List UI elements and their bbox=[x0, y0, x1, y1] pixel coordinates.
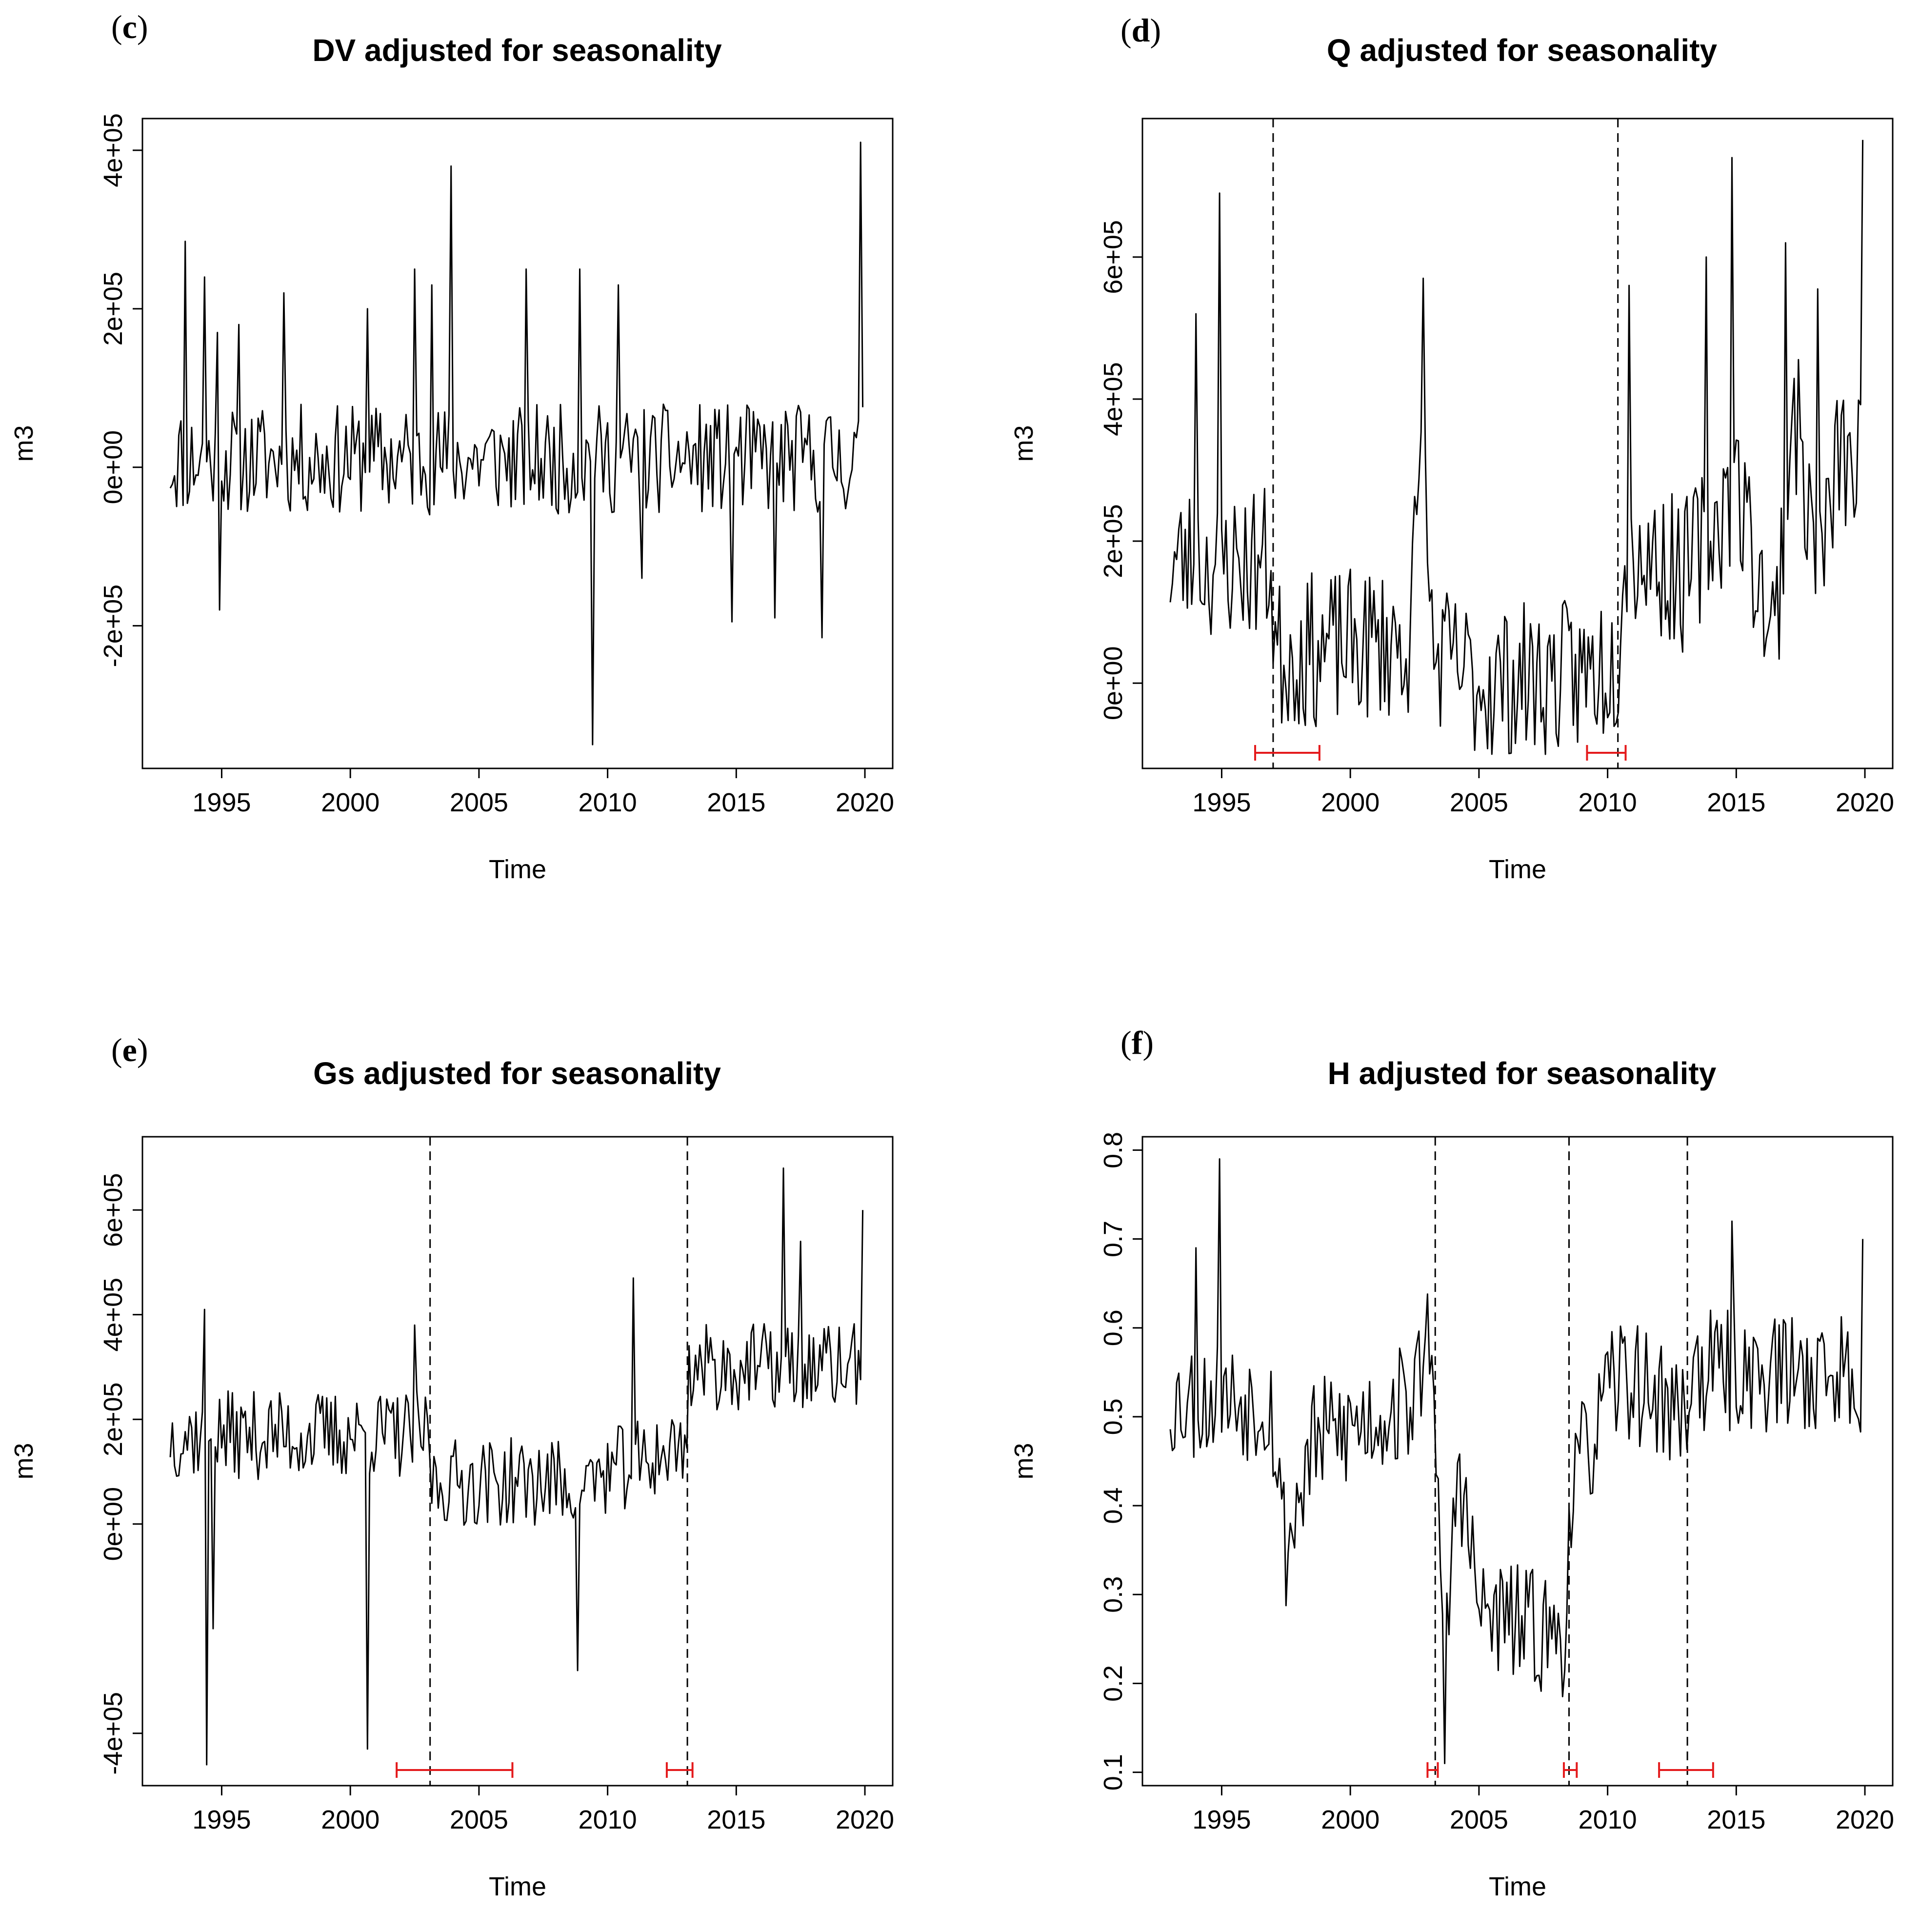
panel-e-series-line bbox=[169, 1167, 864, 1766]
panel-f-y-tick-label: 0.4 bbox=[1099, 1488, 1128, 1524]
panel-c-x-tick-label: 2020 bbox=[836, 788, 894, 817]
panel-e-x-axis: 1995 2000 2005 2010 2015 2020 bbox=[192, 1785, 894, 1834]
panel-e-y-tick-label: 0e+00 bbox=[99, 1487, 128, 1561]
panel-e-x-tick-label: 2010 bbox=[579, 1805, 637, 1834]
panel-e-plot: 1995 2000 2005 2010 2015 2020 Time -4e+05 0e+00 2… bbox=[9, 1136, 894, 1901]
panel-e-confidence-interval bbox=[665, 1762, 694, 1778]
panel-f-y-tick-label: 0.6 bbox=[1099, 1309, 1128, 1346]
panel-d-confidence-interval bbox=[1254, 745, 1320, 761]
panel-d-y-tick-label: 0e+00 bbox=[1099, 646, 1128, 720]
panel-c-x-tick-label: 2000 bbox=[321, 788, 380, 817]
panel-c-x-tick-label: 2010 bbox=[579, 788, 637, 817]
panel-c-title: DV adjusted for seasonality bbox=[312, 33, 722, 68]
panel-e-xlabel: Time bbox=[489, 1872, 546, 1901]
panel-c-x-axis: 1995 2000 2005 2010 2015 2020 bbox=[192, 767, 894, 817]
panel-d-x-tick-label: 2020 bbox=[1836, 788, 1894, 817]
panel-f-letter: (f) bbox=[1120, 1024, 1154, 1061]
panel-d-x-axis: 1995 2000 2005 2010 2015 2020 bbox=[1192, 767, 1894, 817]
panel-e-x-tick-label: 2000 bbox=[321, 1805, 380, 1834]
panel-f-y-tick-label: 0.2 bbox=[1099, 1665, 1128, 1702]
panel-c-y-tick-label: 4e+05 bbox=[99, 113, 128, 187]
panel-f-y-tick-label: 0.5 bbox=[1099, 1398, 1128, 1435]
panel-e-y-tick-label: 2e+05 bbox=[99, 1382, 128, 1456]
panel-c-y-tick-label: 2e+05 bbox=[99, 272, 128, 346]
panel-c-y-tick-label: -2e+05 bbox=[99, 584, 128, 667]
panel-e-letter: (e) bbox=[111, 1031, 148, 1068]
panel-c: (c) DV adjusted for seasonality 1995 2000… bbox=[9, 8, 894, 884]
panel-e-x-tick-label: 1995 bbox=[192, 1805, 251, 1834]
panel-e-title: Gs adjusted for seasonality bbox=[313, 1056, 721, 1091]
panel-f-x-tick-label: 2010 bbox=[1579, 1805, 1637, 1834]
panel-d-x-tick-label: 2010 bbox=[1579, 788, 1637, 817]
panel-e-y-axis: -4e+05 0e+00 2e+05 4e+05 6e+05 bbox=[99, 1173, 143, 1775]
panel-e-ylabel: m3 bbox=[9, 1443, 39, 1479]
panel-c-x-tick-label: 2015 bbox=[707, 788, 765, 817]
panel-d-y-axis: 0e+00 2e+05 4e+05 6e+05 bbox=[1099, 220, 1143, 720]
panel-f-y-axis: 0.1 0.2 0.3 0.4 0.5 0.6 0.7 0.8 bbox=[1099, 1132, 1143, 1791]
panel-d-plot: 1995 2000 2005 2010 2015 2020 Time 0e+00 2e+05 4e… bbox=[1009, 118, 1894, 884]
panel-e-x-tick-label: 2020 bbox=[836, 1805, 894, 1834]
panel-d-x-tick-label: 2005 bbox=[1450, 788, 1508, 817]
panel-c-x-tick-label: 2005 bbox=[450, 788, 508, 817]
panel-c-x-tick-label: 1995 bbox=[192, 788, 251, 817]
panel-f-x-tick-label: 1995 bbox=[1192, 1805, 1251, 1834]
panel-f-x-tick-label: 2005 bbox=[1450, 1805, 1508, 1834]
panel-e-y-tick-label: -4e+05 bbox=[99, 1692, 128, 1775]
panel-d-y-tick-label: 6e+05 bbox=[1099, 220, 1128, 294]
panel-f-y-tick-label: 0.1 bbox=[1099, 1754, 1128, 1791]
panel-f-x-tick-label: 2020 bbox=[1836, 1805, 1894, 1834]
panel-f-x-tick-label: 2000 bbox=[1321, 1805, 1380, 1834]
panel-d-y-tick-label: 2e+05 bbox=[1099, 504, 1128, 578]
panel-f-confidence-interval bbox=[1426, 1762, 1439, 1778]
panel-f-ylabel: m3 bbox=[1009, 1443, 1039, 1479]
panel-c-series-line bbox=[169, 141, 864, 745]
panel-f-y-tick-label: 0.8 bbox=[1099, 1132, 1128, 1168]
panel-d-title: Q adjusted for seasonality bbox=[1327, 33, 1718, 68]
panel-d-y-tick-label: 4e+05 bbox=[1099, 362, 1128, 436]
panel-f-title: H adjusted for seasonality bbox=[1328, 1056, 1717, 1091]
panel-c-y-axis: -2e+05 0e+00 2e+05 4e+05 bbox=[99, 113, 143, 667]
panel-d-series-line bbox=[1169, 140, 1864, 755]
panel-f-xlabel: Time bbox=[1489, 1872, 1546, 1901]
panel-f-x-tick-label: 2015 bbox=[1707, 1805, 1765, 1834]
panel-f-plot: 1995 2000 2005 2010 2015 2020 Time 0.1 0.2 0.3 0.4… bbox=[1009, 1132, 1894, 1901]
panel-f-series-line bbox=[1169, 1158, 1864, 1764]
panel-d-x-tick-label: 2015 bbox=[1707, 788, 1765, 817]
panel-e-x-tick-label: 2005 bbox=[450, 1805, 508, 1834]
panel-f: (f) H adjusted for seasonality 1995 2000 2… bbox=[1009, 1024, 1894, 1901]
panel-c-ylabel: m3 bbox=[9, 425, 39, 462]
panel-c-letter: (c) bbox=[111, 8, 148, 45]
panel-d-xlabel: Time bbox=[1489, 855, 1546, 884]
panel-d-x-tick-label: 2000 bbox=[1321, 788, 1380, 817]
panel-e-y-tick-label: 4e+05 bbox=[99, 1278, 128, 1352]
panel-e-x-tick-label: 2015 bbox=[707, 1805, 765, 1834]
panel-c-xlabel: Time bbox=[489, 855, 546, 884]
panel-d-x-tick-label: 1995 bbox=[1192, 788, 1251, 817]
panel-e-y-tick-label: 6e+05 bbox=[99, 1173, 128, 1247]
panel-f-confidence-interval bbox=[1658, 1762, 1714, 1778]
panel-f-x-axis: 1995 2000 2005 2010 2015 2020 bbox=[1192, 1785, 1894, 1834]
panel-c-plot: 1995 2000 2005 2010 2015 2020 Time -2e+05 0e+00 2… bbox=[9, 113, 894, 884]
panel-d: (d) Q adjusted for seasonality 1995 2000 2… bbox=[1009, 12, 1894, 884]
panel-d-ylabel: m3 bbox=[1009, 425, 1039, 462]
panel-d-confidence-interval bbox=[1586, 745, 1627, 761]
panel-e: (e) Gs adjusted for seasonality 1995 2000… bbox=[9, 1031, 894, 1901]
panel-f-confidence-interval bbox=[1562, 1762, 1578, 1778]
panel-f-y-tick-label: 0.7 bbox=[1099, 1221, 1128, 1257]
panel-d-letter: (d) bbox=[1120, 12, 1161, 49]
panel-e-confidence-interval bbox=[396, 1762, 514, 1778]
panel-c-y-tick-label: 0e+00 bbox=[99, 430, 128, 504]
panel-f-y-tick-label: 0.3 bbox=[1099, 1576, 1128, 1613]
